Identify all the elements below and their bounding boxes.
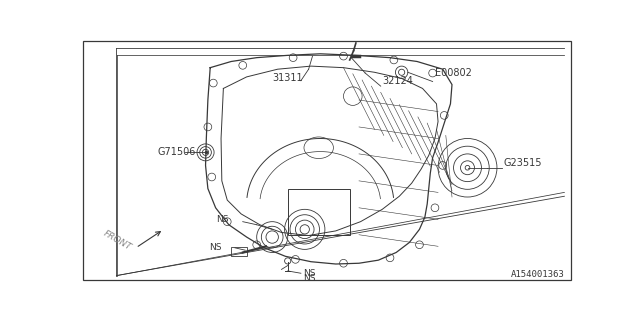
Text: A154001363: A154001363 — [511, 270, 564, 279]
Text: E00802: E00802 — [435, 68, 472, 78]
Text: NS: NS — [216, 215, 229, 224]
Text: NS: NS — [303, 269, 316, 278]
Text: 32124: 32124 — [382, 76, 413, 86]
Text: G23515: G23515 — [504, 158, 543, 168]
Text: G71506: G71506 — [157, 147, 196, 157]
Text: NS: NS — [303, 274, 316, 283]
Text: NS: NS — [209, 243, 222, 252]
Bar — [288, 188, 349, 235]
Text: 31311: 31311 — [272, 73, 303, 84]
Text: FRONT: FRONT — [102, 228, 132, 252]
